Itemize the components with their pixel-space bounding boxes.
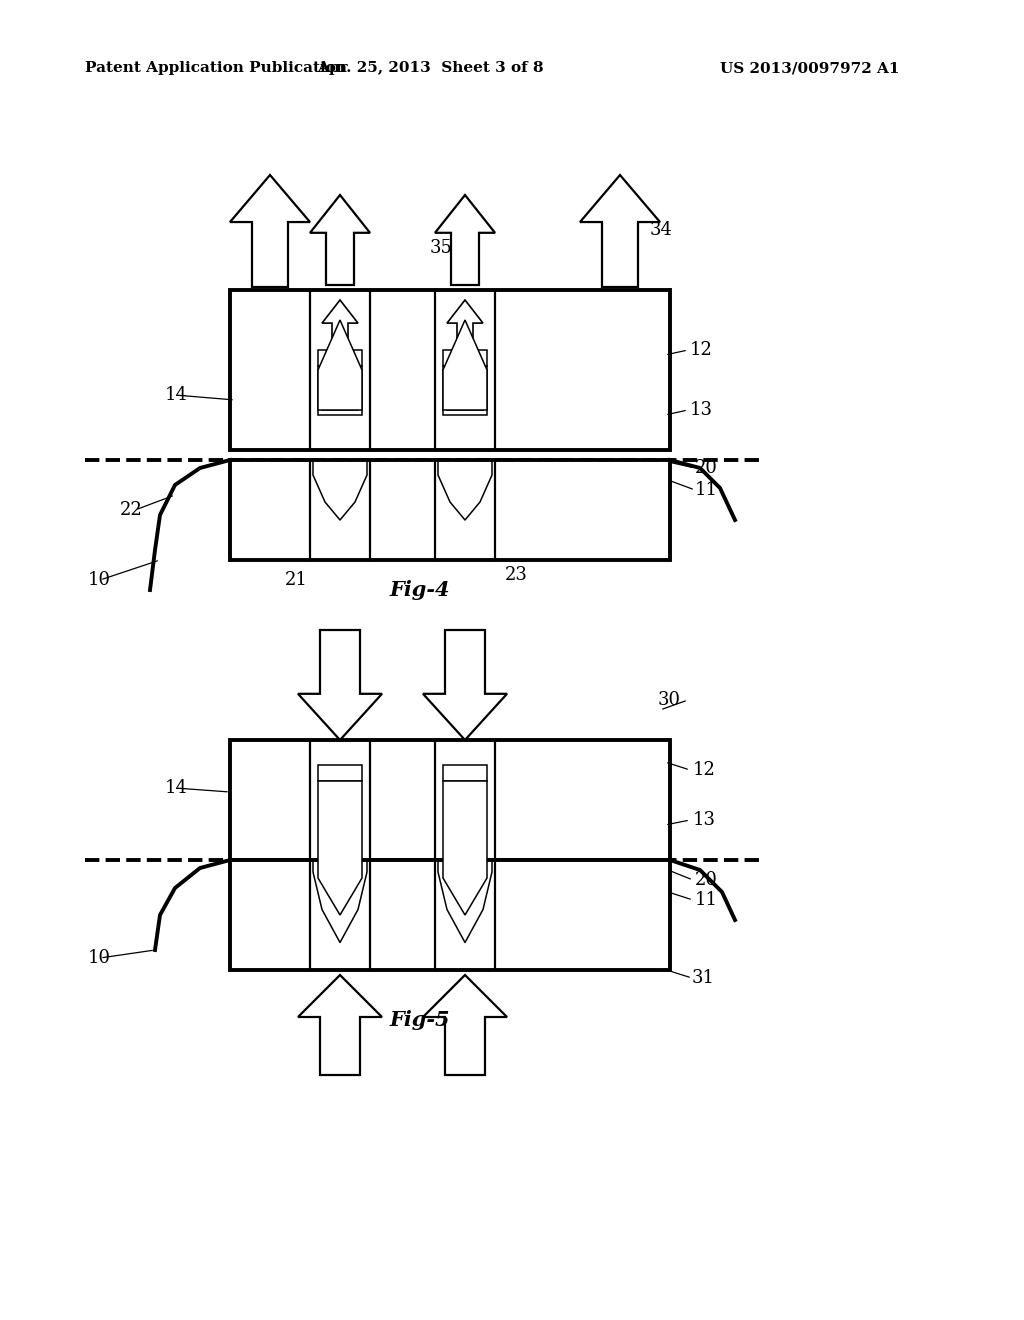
- Text: 34: 34: [650, 220, 673, 239]
- Bar: [318, 366, 362, 414]
- Text: Fig-5: Fig-5: [390, 1010, 451, 1030]
- Text: 23: 23: [505, 566, 528, 583]
- Text: 12: 12: [690, 341, 713, 359]
- Polygon shape: [298, 975, 382, 1074]
- Text: 31: 31: [692, 969, 715, 987]
- Text: 12: 12: [693, 762, 716, 779]
- Polygon shape: [230, 176, 310, 286]
- Bar: [443, 766, 487, 781]
- Polygon shape: [318, 781, 362, 915]
- Text: 11: 11: [695, 480, 718, 499]
- Polygon shape: [443, 781, 487, 915]
- Polygon shape: [447, 300, 483, 355]
- Text: 30: 30: [658, 690, 681, 709]
- Text: 13: 13: [693, 810, 716, 829]
- Bar: [443, 366, 487, 414]
- Text: 22: 22: [120, 502, 142, 519]
- Text: Fig-4: Fig-4: [390, 579, 451, 601]
- Bar: [318, 350, 362, 366]
- Text: 10: 10: [88, 949, 111, 968]
- Bar: [443, 350, 487, 366]
- Polygon shape: [435, 195, 495, 285]
- Polygon shape: [443, 319, 487, 411]
- Polygon shape: [298, 630, 382, 741]
- Text: 20: 20: [695, 871, 718, 888]
- Text: 21: 21: [285, 572, 308, 589]
- Text: 13: 13: [690, 401, 713, 418]
- Text: 14: 14: [165, 385, 187, 404]
- Bar: [322, 389, 358, 411]
- Text: Patent Application Publication: Patent Application Publication: [85, 61, 347, 75]
- Text: 11: 11: [695, 891, 718, 909]
- Polygon shape: [310, 195, 370, 285]
- Text: US 2013/0097972 A1: US 2013/0097972 A1: [720, 61, 899, 75]
- Text: 20: 20: [695, 459, 718, 477]
- Bar: [447, 389, 483, 411]
- Polygon shape: [322, 300, 358, 355]
- Polygon shape: [423, 975, 507, 1074]
- Text: 35: 35: [430, 239, 453, 257]
- Text: 14: 14: [165, 779, 187, 797]
- Polygon shape: [580, 176, 660, 286]
- Polygon shape: [318, 319, 362, 411]
- Bar: [318, 766, 362, 781]
- Text: Apr. 25, 2013  Sheet 3 of 8: Apr. 25, 2013 Sheet 3 of 8: [316, 61, 544, 75]
- Bar: [230, 741, 670, 861]
- Polygon shape: [423, 630, 507, 741]
- Bar: [230, 459, 670, 560]
- Bar: [230, 290, 670, 450]
- Text: 10: 10: [88, 572, 111, 589]
- Bar: [230, 861, 670, 970]
